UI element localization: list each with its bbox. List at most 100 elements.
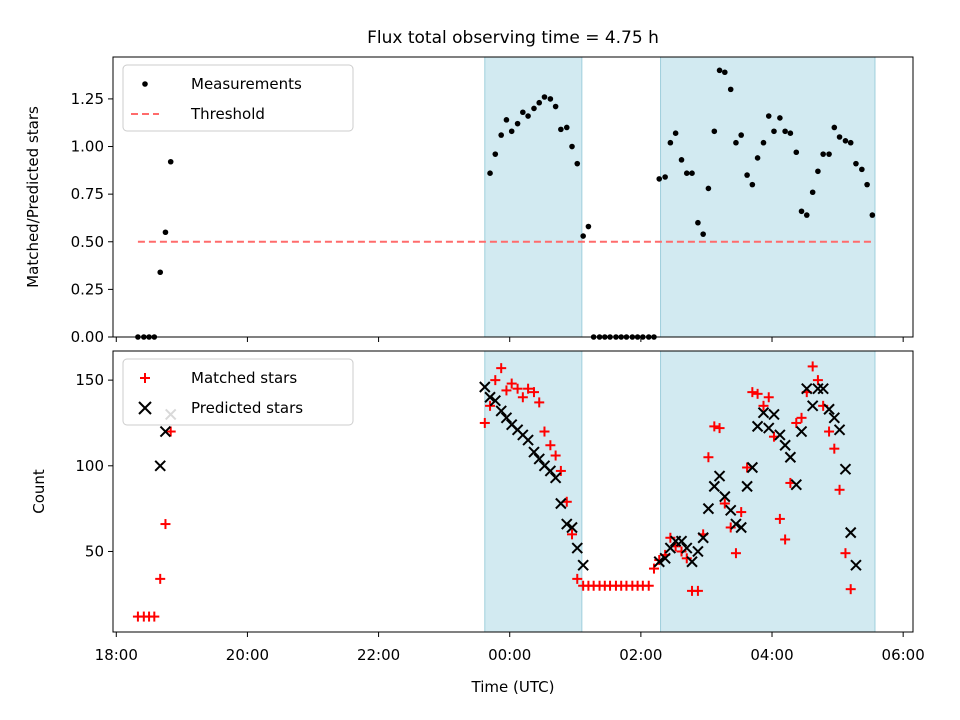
- x-tick-label: 22:00: [357, 646, 400, 664]
- matched-point: [714, 423, 725, 434]
- data-point: [580, 233, 586, 239]
- legend-label: Measurements: [191, 75, 302, 93]
- predicted-point: [724, 504, 737, 517]
- data-point: [656, 176, 663, 182]
- x-tick-label: 00:00: [488, 646, 531, 664]
- panel-frame: [112, 350, 914, 633]
- predicted-point: [795, 425, 808, 438]
- x-tick-label: 06:00: [882, 646, 925, 664]
- predicted-point: [779, 439, 791, 451]
- matched-point: [725, 522, 736, 533]
- data-point: [853, 160, 859, 167]
- predicted-point: [801, 382, 813, 395]
- data-point: [547, 96, 554, 102]
- predicted-point: [774, 429, 786, 441]
- data-point: [689, 170, 695, 176]
- data-point: [777, 115, 783, 121]
- legend-label: Threshold: [190, 105, 265, 123]
- y-tick-label: 0.75: [71, 185, 104, 203]
- predicted-point: [812, 382, 824, 395]
- matched-point: [149, 611, 160, 622]
- matched-point: [703, 452, 714, 463]
- legend-label: Matched stars: [191, 369, 297, 387]
- matched-point: [845, 584, 856, 595]
- shaded-span-2: [660, 56, 876, 338]
- predicted-point: [566, 521, 578, 534]
- predicted-point: [741, 480, 753, 493]
- predicted-point: [828, 412, 841, 424]
- data-point: [700, 231, 706, 237]
- matched-point: [709, 421, 720, 432]
- data-point: [749, 181, 756, 188]
- predicted-point: [806, 400, 819, 412]
- predicted-point: [479, 381, 491, 393]
- matched-point: [692, 585, 703, 596]
- data-point: [662, 174, 668, 180]
- y-ticks: 50 100 150: [75, 371, 113, 560]
- predicted-point: [686, 556, 698, 568]
- panel-frame: [112, 56, 914, 338]
- matched-point: [523, 383, 534, 394]
- y-axis-label: Count: [30, 469, 48, 514]
- data-point: [809, 189, 816, 196]
- data-point: [508, 128, 515, 135]
- matched-point: [501, 385, 512, 396]
- data-point: [803, 212, 810, 218]
- predicted-point: [692, 545, 704, 558]
- predicted-point: [675, 535, 688, 547]
- predicted-point: [555, 497, 567, 510]
- data-point: [842, 138, 849, 144]
- legend-marker: [140, 373, 150, 383]
- data-point: [760, 139, 767, 146]
- data-point: [738, 132, 744, 138]
- matched-point: [791, 417, 802, 428]
- predicted-point: [839, 463, 852, 475]
- x-tick-label: 20:00: [226, 646, 269, 664]
- predicted-point: [708, 480, 721, 493]
- data-point: [683, 170, 690, 176]
- measurement-points: [135, 67, 876, 340]
- data-point: [536, 99, 543, 106]
- matched-point: [758, 400, 769, 411]
- predicted-point: [577, 559, 589, 571]
- data-point: [157, 269, 164, 276]
- star-count-points: [132, 361, 862, 622]
- shaded-spans: [484, 350, 876, 633]
- y-axis-label: Matched/Predicted stars: [24, 106, 42, 288]
- matched-point: [572, 573, 583, 584]
- predicted-point: [784, 451, 797, 463]
- matched-point: [534, 397, 545, 408]
- y-tick-label: 50: [85, 542, 104, 560]
- matched-point: [545, 440, 556, 451]
- predicted-point: [763, 422, 775, 434]
- predicted-point: [735, 521, 747, 534]
- matched-point: [807, 361, 818, 372]
- matched-point: [479, 417, 490, 428]
- y-tick-label: 0.25: [71, 280, 104, 298]
- matched-point: [730, 548, 741, 559]
- data-point: [859, 166, 865, 173]
- predicted-point: [833, 424, 846, 436]
- matched-point: [829, 443, 840, 454]
- predicted-point: [844, 526, 857, 539]
- predicted-point: [768, 408, 780, 421]
- data-point: [836, 134, 843, 140]
- predicted-point: [571, 542, 583, 554]
- x-ticks: [115, 337, 904, 342]
- data-point: [711, 128, 718, 135]
- data-point: [744, 172, 750, 178]
- data-point: [574, 160, 581, 167]
- matched-point: [681, 553, 692, 564]
- y-tick-label: 0.50: [71, 233, 104, 251]
- data-point: [667, 139, 674, 146]
- legend: Matched stars Predicted stars: [122, 358, 354, 426]
- data-point: [531, 105, 537, 112]
- predicted-point: [549, 472, 562, 484]
- predicted-point: [495, 405, 507, 417]
- data-point: [167, 158, 174, 165]
- data-point: [487, 170, 493, 176]
- data-point: [705, 185, 712, 192]
- predicted-point: [697, 532, 709, 544]
- data-point: [492, 151, 499, 157]
